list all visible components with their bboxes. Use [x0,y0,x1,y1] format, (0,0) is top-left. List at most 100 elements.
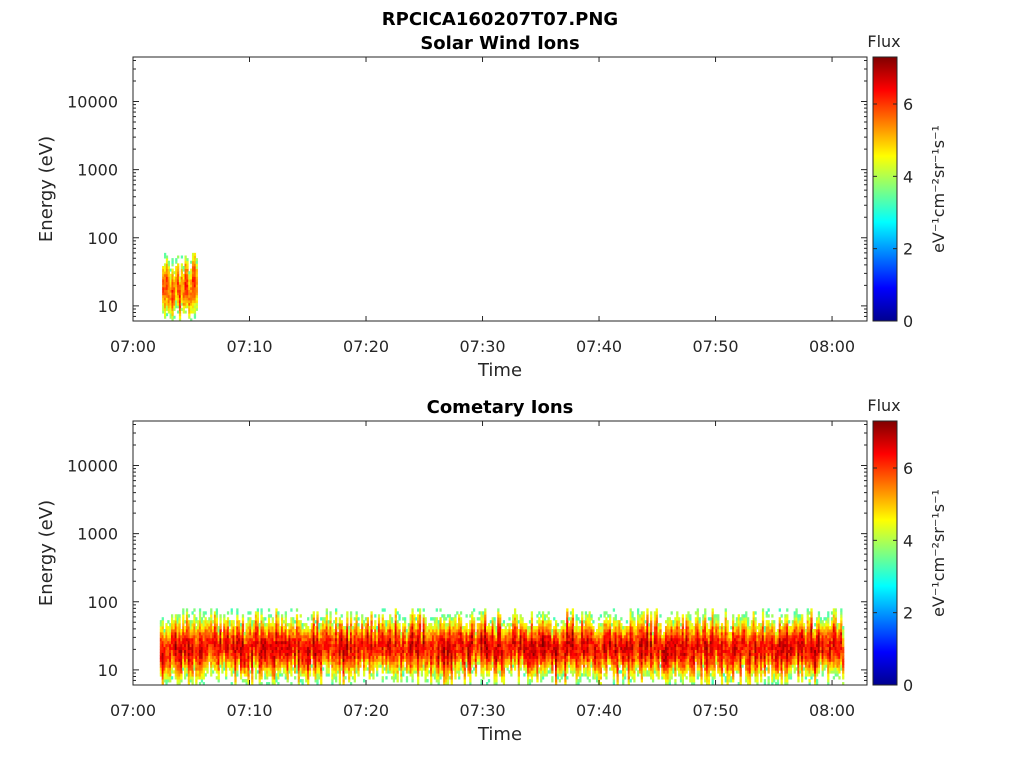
heatmap-cell [411,620,414,624]
heatmap-cell [465,634,468,639]
heatmap-cell [426,643,429,648]
heatmap-cell [556,652,560,656]
heatmap-cell [200,640,204,645]
heatmap-cell [376,661,379,665]
heatmap-cell [185,620,189,624]
heatmap-cell [368,667,371,671]
heatmap-cell [241,655,245,659]
heatmap-cell [348,646,351,651]
heatmap-cell [305,664,308,668]
heatmap-cell [211,646,215,651]
heatmap-cell [215,655,218,659]
heatmap-cell [480,637,483,642]
heatmap-cell [353,631,356,636]
heatmap-cell [239,664,243,668]
heatmap-cell [487,670,491,674]
heatmap-cell [346,614,349,618]
heatmap-cell [362,679,366,683]
heatmap-cell [469,643,472,648]
heatmap-cell [321,655,325,659]
heatmap-cell [454,617,457,621]
heatmap-cell [506,661,509,665]
heatmap-cell [262,646,265,651]
heatmap-cell [577,658,580,662]
heatmap-cell [437,661,440,665]
heatmap-cell [431,667,435,671]
heatmap-cell [497,637,500,642]
heatmap-cell [188,289,191,293]
heatmap-cell [467,652,470,656]
heatmap-cell [271,655,274,659]
heatmap-cell [540,631,543,636]
heatmap-cell [426,646,429,651]
heatmap-cell [579,670,582,674]
heatmap-cell [571,608,575,612]
heatmap-cell [195,620,198,624]
heatmap-cell [549,664,552,668]
heatmap-cell [271,637,274,642]
heatmap-cell [271,623,274,627]
heatmap-cell [193,273,197,277]
heatmap-cell [512,623,515,627]
heatmap-cell [249,646,252,651]
heatmap-cell [478,658,481,662]
heatmap-cell [586,652,589,656]
heatmap-cell [459,628,463,633]
heatmap-cell [262,661,265,665]
heatmap-cell [208,637,211,642]
heatmap-cell [297,670,300,674]
heatmap-cell [200,670,204,674]
heatmap-cell [381,649,384,653]
heatmap-cell [560,637,563,642]
heatmap-cell [549,667,552,671]
panel-title: Cometary Ions [427,397,574,418]
heatmap-cell [282,649,286,653]
heatmap-cell [500,655,504,659]
heatmap-cell [495,640,498,645]
heatmap-cell [162,271,165,275]
heatmap-cell [299,623,302,627]
heatmap-cell [405,634,409,639]
heatmap-cell [536,637,539,642]
heatmap-cell [357,628,360,633]
heatmap-cell [221,637,224,642]
heatmap-cell [247,637,250,642]
heatmap-cell [195,634,198,639]
heatmap-cell [579,676,582,680]
heatmap-cell [508,634,511,639]
heatmap-cell [515,649,519,653]
heatmap-cell [441,652,444,656]
heatmap-cell [402,626,405,630]
heatmap-cell [193,649,196,653]
heatmap-cell [506,623,509,627]
heatmap-cell [195,640,198,645]
heatmap-cell [528,673,532,677]
heatmap-cell [543,623,547,627]
heatmap-cell [178,652,181,656]
heatmap-cell [515,637,519,642]
heatmap-cell [161,637,164,642]
heatmap-cell [190,284,193,288]
heatmap-cell [314,679,317,683]
heatmap-cell [525,637,528,642]
heatmap-cell [271,682,274,686]
heatmap-cell [402,634,405,639]
heatmap-cell [221,667,224,671]
heatmap-cell [301,673,304,677]
heatmap-cell [510,628,513,633]
heatmap-cell [402,643,405,648]
heatmap-cell [519,631,522,636]
heatmap-cell [396,670,399,674]
heatmap-cell [312,655,315,659]
heatmap-cell [197,631,200,636]
heatmap-cell [545,658,548,662]
heatmap-cell [417,626,420,630]
heatmap-cell [435,661,438,665]
heatmap-cell [355,667,358,671]
heatmap-cell [489,649,493,653]
heatmap-cell [228,643,232,648]
heatmap-cell [439,646,442,651]
heatmap-cell [238,643,241,648]
heatmap-cell [547,652,550,656]
